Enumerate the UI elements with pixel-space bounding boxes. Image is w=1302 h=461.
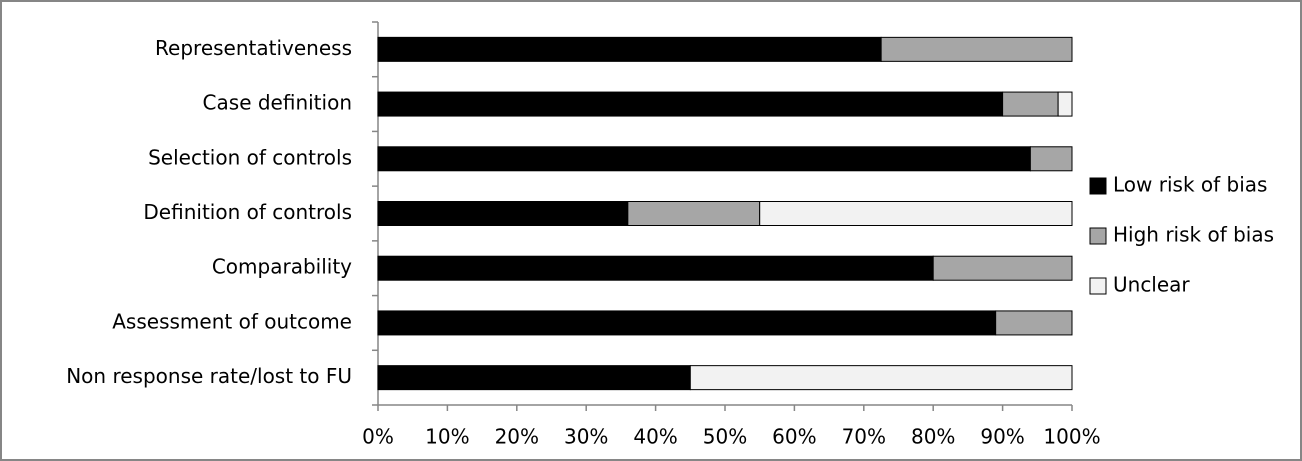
bar-segment — [377, 146, 1031, 172]
bar-segment — [377, 255, 934, 281]
x-tick-label: 0% — [362, 425, 394, 449]
x-tick-label: 60% — [772, 425, 816, 449]
x-tick-label: 100% — [1043, 425, 1100, 449]
bar-segment — [377, 310, 997, 336]
bar-segment — [627, 201, 761, 226]
x-tick-label: 70% — [842, 425, 886, 449]
bar-segment — [995, 310, 1073, 336]
x-tick-label: 10% — [425, 425, 469, 449]
bar-segment — [377, 365, 691, 391]
bar-segment — [377, 91, 1004, 117]
legend-swatch — [1089, 277, 1107, 295]
x-tick-label: 80% — [911, 425, 955, 449]
legend-swatch — [1089, 227, 1107, 245]
bar-segment — [377, 201, 629, 226]
bar-segment — [1002, 91, 1059, 117]
bar-segment — [932, 255, 1073, 281]
bar-segment — [1057, 91, 1073, 117]
bar-segment — [1029, 146, 1073, 172]
x-tick-label: 40% — [633, 425, 677, 449]
y-tick-label: Definition of controls — [143, 200, 352, 224]
y-tick-label: Non response rate/lost to FU — [66, 364, 352, 388]
legend-label: Low risk of bias — [1113, 173, 1267, 197]
x-tick-label: 50% — [703, 425, 747, 449]
x-tick-label: 30% — [564, 425, 608, 449]
x-tick-label: 20% — [495, 425, 539, 449]
bar-segment — [880, 36, 1073, 62]
y-tick-label: Representativeness — [155, 36, 352, 60]
legend-swatch — [1089, 177, 1107, 195]
y-tick-label: Selection of controls — [148, 145, 352, 169]
bar-segment — [759, 201, 1073, 226]
y-tick-label: Comparability — [212, 255, 352, 279]
x-tick-label: 90% — [980, 425, 1024, 449]
bar-segment — [689, 365, 1073, 391]
legend-label: Unclear — [1113, 273, 1190, 297]
y-tick-label: Assessment of outcome — [112, 309, 352, 333]
legend-label: High risk of bias — [1113, 223, 1274, 247]
y-tick-label: Case definition — [203, 91, 352, 115]
bar-segment — [377, 36, 882, 62]
